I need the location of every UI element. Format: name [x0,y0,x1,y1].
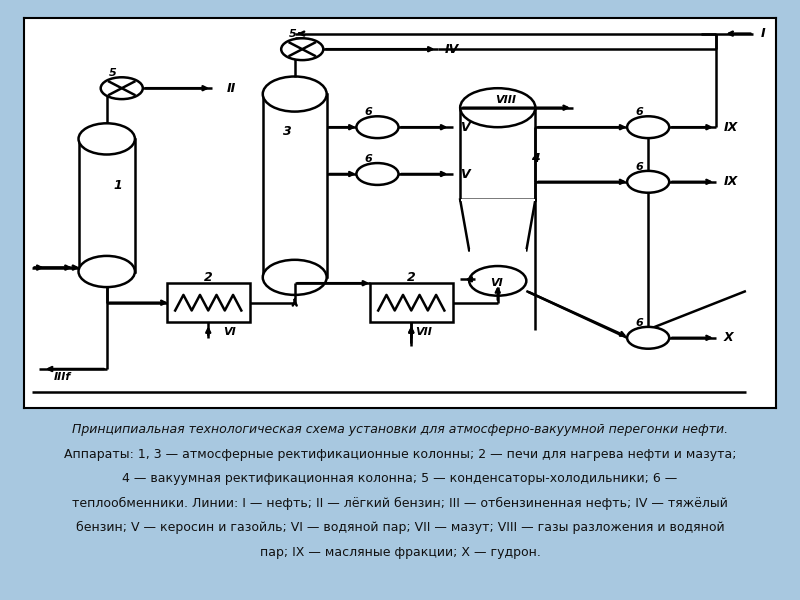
Text: V: V [460,121,470,134]
Text: IV: IV [445,43,459,56]
Text: IIIf: IIIf [54,372,71,382]
Text: VIII: VIII [494,95,516,105]
Text: 5: 5 [109,68,117,79]
Text: 4 — вакуумная ректификационная колонна; 5 — конденсаторы-холодильники; 6 —: 4 — вакуумная ректификационная колонна; … [122,472,678,485]
Circle shape [627,116,670,138]
Bar [460,107,535,200]
Text: 5: 5 [290,29,297,40]
Text: 4: 4 [531,152,540,165]
Text: Принципиальная технологическая схема установки для атмосферно-вакуумной перегонк: Принципиальная технологическая схема уст… [72,423,728,436]
Ellipse shape [78,256,135,287]
Text: IX: IX [723,121,738,134]
Text: 1: 1 [114,179,122,192]
Circle shape [627,171,670,193]
Text: теплообменники. Линии: I — нефть; II — лёгкий бензин; III — отбензиненная нефть;: теплообменники. Линии: I — нефть; II — л… [72,497,728,510]
Text: 3: 3 [283,125,291,137]
Bar [167,283,250,322]
Text: 2: 2 [204,271,213,284]
Bar [78,139,135,271]
Text: 2: 2 [407,271,416,284]
Bar [470,249,526,251]
Text: I: I [761,27,766,40]
Text: II: II [227,82,236,95]
Bar [262,94,326,277]
Bar [461,199,535,201]
Text: пар; IX — масляные фракции; X — гудрон.: пар; IX — масляные фракции; X — гудрон. [259,546,541,559]
Ellipse shape [262,76,326,112]
Text: VI: VI [490,278,503,288]
Text: 6: 6 [635,162,643,172]
Text: бензин; V — керосин и газойль; VI — водяной пар; VII — мазут; VIII — газы разлож: бензин; V — керосин и газойль; VI — водя… [76,521,724,535]
Ellipse shape [78,124,135,155]
Text: VII: VII [415,327,432,337]
Text: 6: 6 [365,154,372,164]
Text: VI: VI [223,327,236,337]
Text: X: X [723,331,733,344]
Ellipse shape [262,260,326,295]
Circle shape [356,116,398,138]
Bar [370,283,453,322]
Circle shape [627,327,670,349]
Text: Аппараты: 1, 3 — атмосферные ректификационные колонны; 2 — печи для нагрева нефт: Аппараты: 1, 3 — атмосферные ректификаци… [64,448,736,461]
Polygon shape [460,200,535,250]
Circle shape [101,77,143,99]
Text: 6: 6 [635,318,643,328]
Text: V: V [460,167,470,181]
Text: IX: IX [723,175,738,188]
Text: 6: 6 [365,107,372,118]
Circle shape [356,163,398,185]
Circle shape [469,266,526,296]
Text: 6: 6 [635,107,643,118]
Circle shape [281,38,323,60]
Ellipse shape [460,88,535,127]
